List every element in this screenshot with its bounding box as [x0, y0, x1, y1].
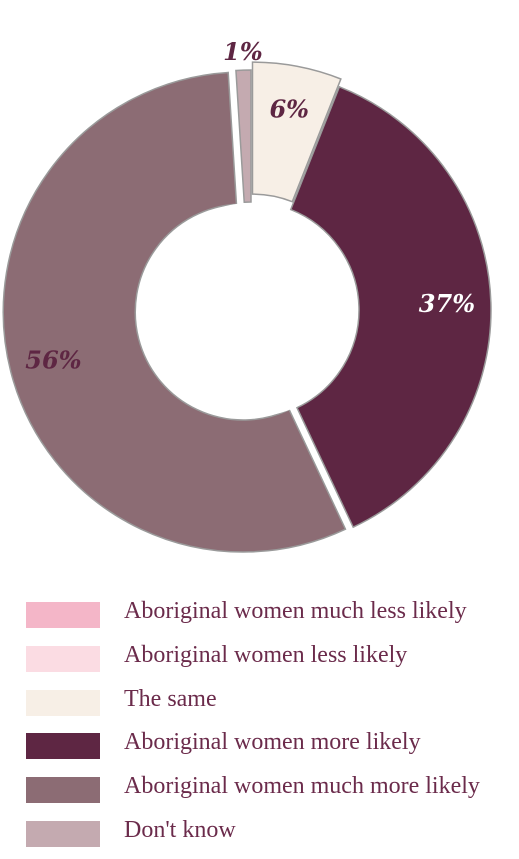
legend-item-less-likely: Aboriginal women less likely — [26, 640, 519, 684]
donut-slice — [251, 61, 342, 203]
legend-label: Aboriginal women less likely — [124, 641, 408, 668]
legend-swatch — [26, 645, 100, 672]
legend-label: Aboriginal women much more likely — [124, 773, 480, 800]
legend-swatch — [26, 777, 100, 804]
slice-value-label: 1% — [223, 37, 263, 66]
legend: Aboriginal women much less likely Aborig… — [26, 596, 519, 859]
slice-value-label: 56% — [25, 346, 81, 375]
donut-slice — [2, 71, 347, 553]
legend-label: The same — [124, 685, 217, 712]
legend-item-the-same: The same — [26, 684, 519, 728]
legend-swatch — [26, 602, 100, 628]
legend-item-more-likely: Aboriginal women more likely — [26, 727, 519, 771]
slice-value-label: 37% — [419, 289, 475, 318]
legend-swatch — [26, 689, 100, 716]
donut-slice — [235, 69, 252, 204]
legend-item-much-less-likely: Aboriginal women much less likely — [26, 596, 519, 640]
legend-item-dont-know: Don't know — [26, 815, 519, 859]
legend-swatch — [26, 820, 100, 847]
donut-slice — [289, 85, 492, 529]
slice-value-label: 6% — [269, 95, 309, 124]
donut-hole — [144, 203, 358, 417]
legend-label: Aboriginal women much less likely — [124, 598, 467, 624]
legend-item-much-more-likely: Aboriginal women much more likely — [26, 771, 519, 815]
legend-label: Don't know — [124, 816, 236, 843]
legend-swatch — [26, 733, 100, 760]
legend-label: Aboriginal women more likely — [124, 729, 421, 756]
